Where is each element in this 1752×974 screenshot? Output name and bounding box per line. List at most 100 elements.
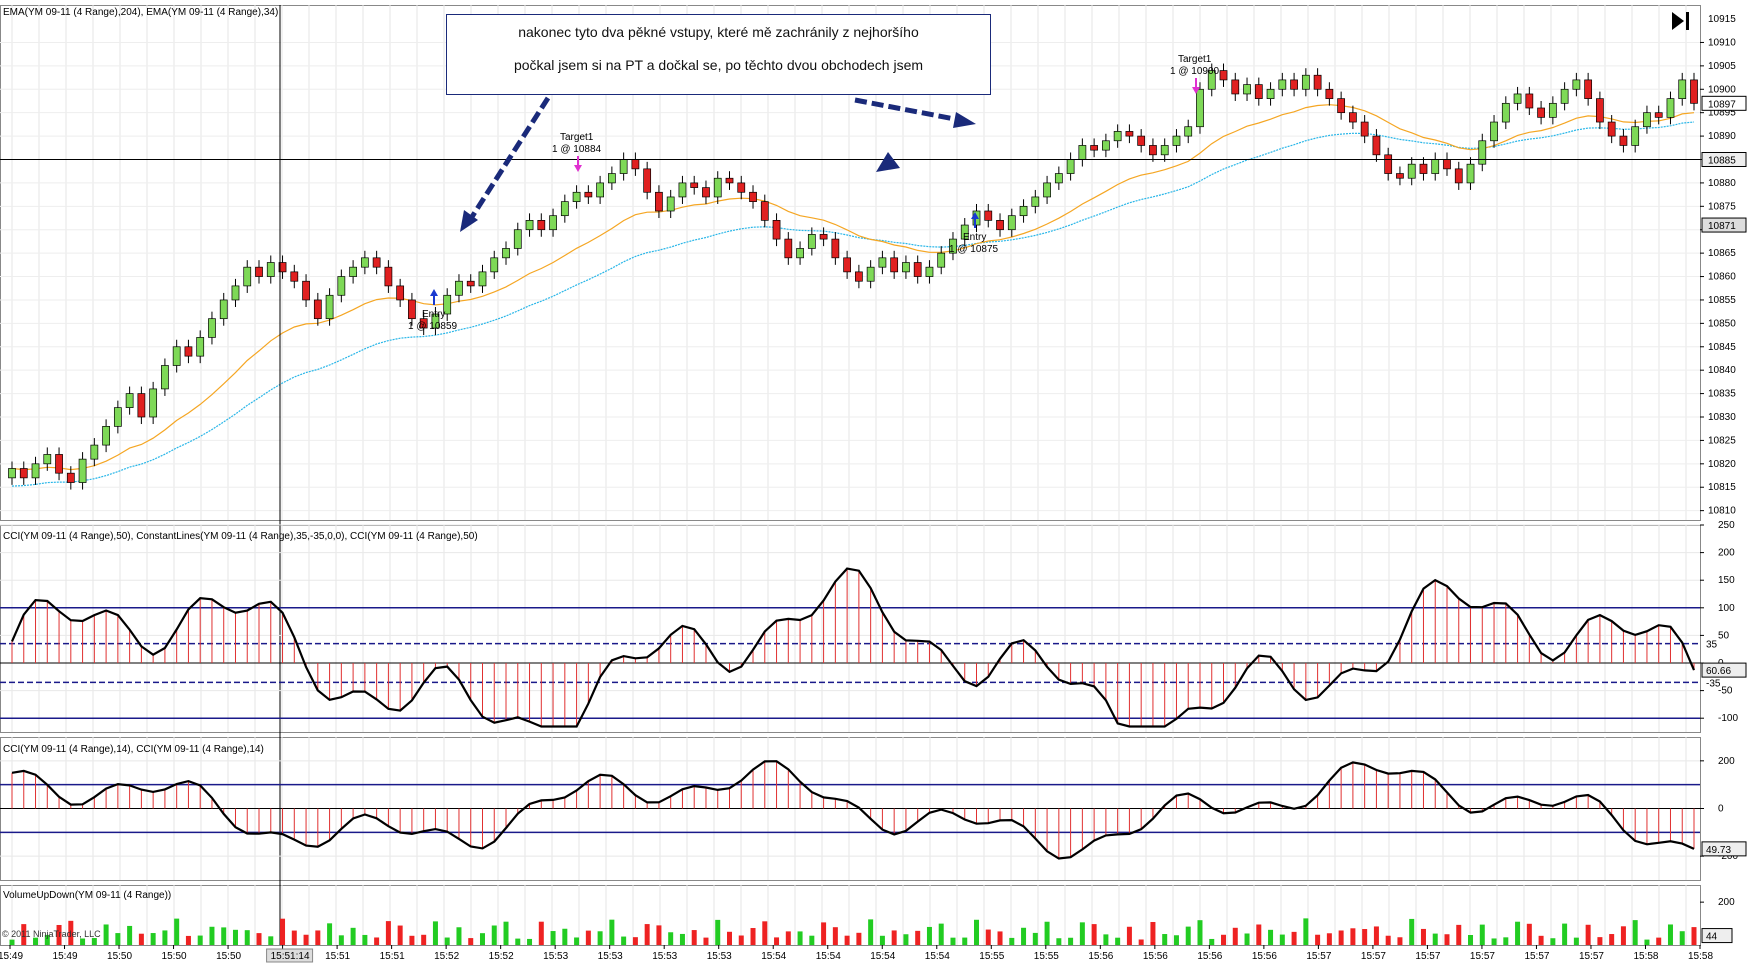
candle-body [1125,131,1134,137]
volume-panel-label: VolumeUpDown(YM 09-11 (4 Range)) [3,890,171,901]
volume-bar [150,933,156,945]
price-tick-label: 10880 [1708,178,1736,189]
candle-body [843,257,851,273]
candle-body [161,365,169,390]
time-tick-label: 15:51:14 [271,951,310,962]
volume-bar [244,930,250,945]
candle-body [1196,88,1204,128]
volume-bar [256,933,262,945]
candle-body [1525,93,1534,109]
volume-bar [197,935,203,945]
volume-bar [1126,926,1132,945]
volume-bar [562,928,568,945]
candle-body [866,266,875,282]
candle-body [408,299,416,320]
candle-body [1560,88,1569,104]
cci50-tick-label: -50 [1718,686,1733,697]
candle-body [1266,88,1275,99]
volume-bar [162,930,168,945]
candle-body [760,201,769,221]
volume-bar [362,934,368,945]
time-tick-label: 15:49 [0,951,23,962]
candle-body [796,248,804,259]
volume-value-tag-box [1701,928,1733,944]
trade-qty: 1 @ 10859 [408,321,458,332]
volume-bar [1656,937,1662,945]
volume-bar [9,939,15,945]
volume-bar [1279,934,1285,945]
candle-body [102,426,110,446]
candle-body [172,346,181,366]
price-tick-label: 10825 [1708,435,1736,446]
volume-bar [785,931,791,945]
volume-bar [703,937,709,945]
candle-body [478,271,487,287]
cci50-panel-label: CCI(YM 09-11 (4 Range),50), ConstantLine… [3,531,478,542]
candle-body [219,299,228,320]
volume-bar [1150,921,1156,945]
trade-label: Target1 [1178,54,1212,65]
cci14-line [11,760,1695,860]
candle-body [1337,98,1346,114]
panel-frame-vol [0,885,1701,946]
volume-bar [1691,927,1697,945]
volume-bar [1679,931,1685,945]
trade-label: Entry [963,232,986,243]
volume-bar [868,919,874,945]
hline-price-tag: 10885 [1708,156,1736,167]
time-tick-label: 15:50 [216,951,241,962]
volume-bar [1197,920,1203,945]
candle-body [1102,140,1110,151]
volume-bar [1291,931,1297,945]
volume-bar [585,930,591,945]
volume-bar [750,928,756,945]
candle-body [19,468,28,479]
cci50-value-tag-box [1701,662,1747,678]
candle-body [255,266,263,277]
candle-body [1454,168,1463,184]
time-tick-label: 15:53 [652,951,677,962]
candle-body [772,220,781,240]
candle-body [1149,145,1157,156]
candle-body [1419,163,1428,174]
entry-arrow-icon [430,289,438,305]
volume-bar [68,920,74,945]
annotation-triangle [876,152,900,172]
candle-body [1301,74,1310,90]
hline-price-tag-box [1701,152,1747,167]
candle-body [1443,159,1451,170]
candle-body [960,224,969,240]
time-tick-label: 15:58 [1633,951,1658,962]
trade-qty: 1 @ 10900 [1170,66,1220,77]
candle-body [490,257,499,273]
candle-body [1643,112,1651,128]
time-tick-label: 15:57 [1361,951,1386,962]
candle-body [1254,84,1263,99]
candle-body [1243,84,1251,95]
candle-body [325,294,334,320]
entry-arrow-icon [971,212,979,228]
volume-bar [609,919,615,945]
ema204-tag: 10871 [1708,221,1736,232]
volume-bar [538,921,544,945]
candle-body [1631,126,1640,146]
candle-body [278,262,287,273]
candle-body [749,191,757,202]
volume-bar [374,937,380,945]
candle-body [925,266,934,277]
candle-body [1596,98,1604,123]
candle-body [1066,159,1075,174]
candle-body [149,388,158,418]
candle-body [1478,140,1487,165]
candle-body [302,280,310,301]
volume-bar [1032,932,1038,945]
candle-body [384,266,393,287]
time-tick-label: 15:57 [1579,951,1604,962]
volume-bar [1138,939,1144,945]
volume-bar [632,937,638,945]
volume-bar [350,927,356,945]
volume-bar [1562,923,1568,945]
candle-body [784,238,793,259]
volume-bar [691,930,697,945]
time-tick-label: 15:57 [1524,951,1549,962]
